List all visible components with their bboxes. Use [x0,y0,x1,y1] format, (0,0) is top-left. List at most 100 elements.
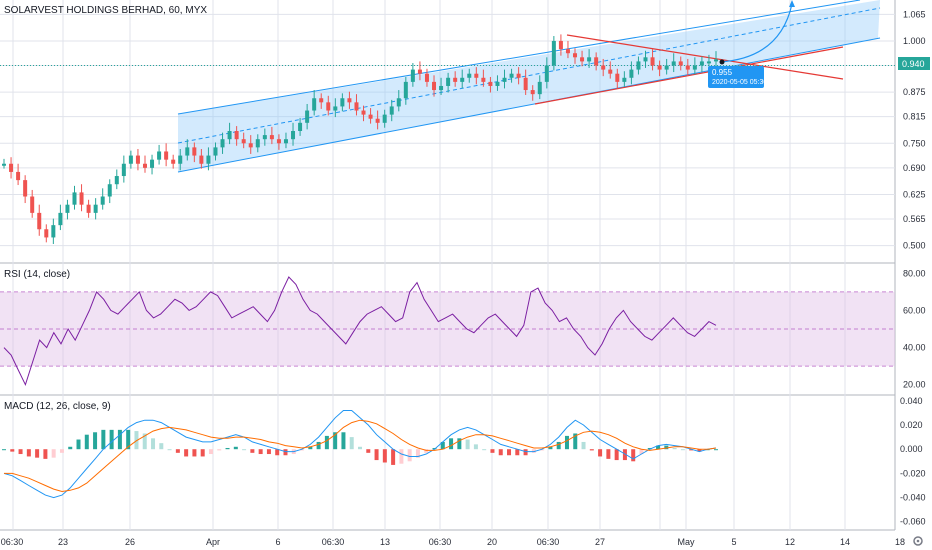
time-tick-label: 18 [895,537,905,547]
candle [488,76,493,93]
candle [114,169,119,190]
candle [460,69,465,89]
macd-panel [2,410,718,499]
candle [580,50,585,67]
channel-upper-line[interactable] [177,0,861,115]
rsi-tick-label: 40.00 [903,343,926,353]
macd-histogram-bar [540,449,545,451]
macd-histogram-bar [10,449,15,452]
candle [573,48,578,64]
macd-histogram-bar [366,449,371,453]
candle [2,158,6,169]
candle [326,95,331,116]
candle [150,154,155,175]
macd-histogram-bar [117,429,122,450]
candle [474,67,479,85]
crosshair-label-box [708,66,764,88]
time-tick-label: 13 [380,537,390,547]
candle [213,142,218,161]
time-tick-label: 23 [58,537,68,547]
macd-histogram-bar [242,449,247,451]
candle [368,108,373,124]
macd-histogram-bar [531,449,536,453]
macd-histogram-bar [349,437,354,450]
macd-histogram-bar [142,433,147,450]
macd-histogram-bar [507,449,512,456]
macd-histogram-bar [283,449,288,456]
gear-icon[interactable] [913,536,923,546]
macd-histogram-bar [341,432,346,450]
candle [23,175,28,204]
candle [375,110,380,130]
macd-histogram-bar [324,435,329,450]
macd-histogram-bar [300,449,305,451]
candle [171,154,176,169]
time-tick-label: 5 [731,537,736,547]
macd-histogram-bar [564,435,569,450]
macd-histogram-bar [391,449,396,465]
time-tick-label: 27 [595,537,605,547]
rsi-panel [0,276,895,387]
triangle-lower-trendline[interactable] [534,46,844,105]
triangle-upper-trendline[interactable] [566,34,844,80]
price-tick-label: 0.815 [903,112,926,122]
candle [319,93,324,109]
candle [199,149,204,169]
macd-histogram-bar [2,449,6,451]
candle [269,126,274,145]
macd-histogram-bar [473,444,478,450]
macd-histogram-bar [51,449,56,458]
candle [361,105,366,122]
macd-histogram-bar [275,449,280,456]
macd-histogram-bar [18,449,23,455]
candle [276,134,281,150]
crosshair-time-label: 2020-05-05 05:30 [712,79,767,86]
regression-channel-fill[interactable] [178,0,880,172]
candle [453,71,458,87]
projection-arrow-head [789,0,795,7]
macd-histogram-bar [465,439,470,450]
candle [417,61,422,81]
projection-arrow-curve[interactable] [719,3,793,63]
macd-histogram-bar [192,449,197,457]
rsi-tick-label: 60.00 [903,305,926,315]
candle [298,117,303,136]
channel-lower-line[interactable] [177,37,881,173]
candle [622,71,627,87]
last-price-tag [898,57,930,70]
macd-histogram-bar [589,449,594,451]
candle [157,144,162,165]
macd-histogram-bar [233,446,238,450]
channel-median-line[interactable] [177,7,881,144]
candle [706,54,711,67]
candle [516,67,521,85]
candle [30,189,35,218]
rsi-tick-label: 80.00 [903,268,926,278]
price-tick-label: 1.000 [903,36,926,46]
macd-histogram-bar [151,438,156,450]
candle [72,185,77,210]
price-axis: 0.500 0.565 0.625 0.690 0.750 0.815 0.875 1.000… [903,9,926,250]
candle [291,122,296,146]
macd-histogram-bar [697,449,702,452]
macd-histogram-bar [225,447,230,450]
macd-histogram-bar [200,449,205,457]
candle [629,61,634,85]
candle [587,49,592,68]
candle [354,94,359,116]
candle [128,150,133,169]
price-tick-label: 0.875 [903,87,926,97]
macd-histogram-bar [159,443,164,450]
candle [142,155,147,173]
candle [439,77,444,95]
crosshair-point[interactable] [719,59,725,65]
candle [509,68,514,83]
candle [692,57,697,75]
macd-histogram-bar [26,449,31,457]
macd-histogram-bar [680,449,685,451]
candle [241,132,246,149]
macd-histogram-bar [523,449,528,456]
time-tick-label: Apr [206,537,220,547]
candle [135,149,140,171]
plot-background [0,0,895,530]
